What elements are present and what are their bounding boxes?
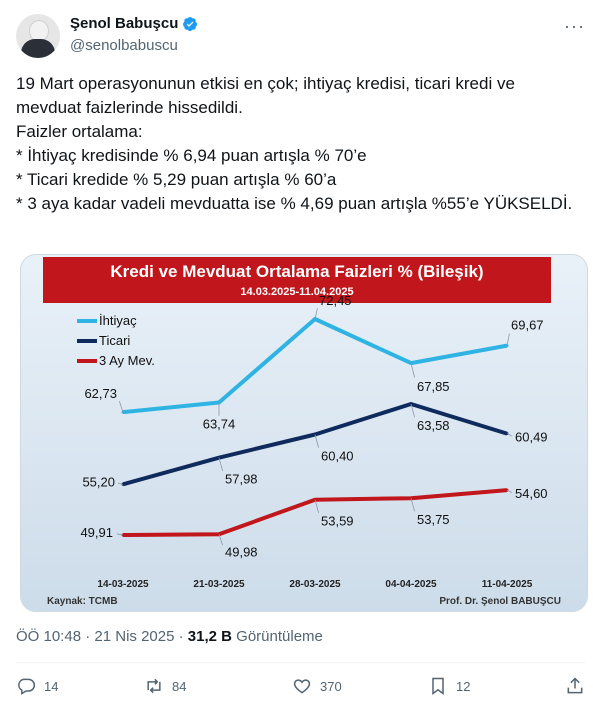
x-tick-label: 04-04-2025: [385, 579, 437, 590]
author-name-text: Şenol Babuşcu: [70, 15, 179, 32]
meta-separator: ·: [178, 628, 184, 645]
reply-button[interactable]: 14: [16, 676, 58, 696]
data-label: 60,49: [515, 430, 548, 445]
data-label: 53,59: [321, 514, 354, 529]
chart-credit: Prof. Dr. Şenol BABUŞCU: [439, 596, 561, 607]
data-label: 49,98: [225, 544, 258, 559]
bookmark-count: 12: [456, 678, 471, 694]
data-label: 57,98: [225, 472, 258, 487]
tweet-line: * İhtiyaç kredisinde % 6,94 puan artışla…: [16, 146, 367, 165]
leader-line: [506, 333, 510, 346]
leader-line: [410, 498, 415, 512]
data-label: 49,91: [80, 525, 113, 540]
verified-badge-icon: [183, 16, 198, 31]
like-count: 370: [320, 678, 342, 694]
leader-line: [410, 403, 415, 418]
legend-label: Ticari: [99, 333, 130, 348]
chart-title-banner: [43, 257, 551, 303]
leader-line: [410, 363, 415, 378]
data-label: 63,74: [203, 416, 236, 431]
chart-title: Kredi ve Mevduat Ortalama Faizleri % (Bi…: [110, 262, 483, 281]
bookmark-icon: [432, 677, 444, 695]
author-handle[interactable]: @senolbabuscu: [70, 37, 178, 54]
leader-line: [314, 499, 319, 514]
more-options-icon[interactable]: ···: [564, 16, 585, 36]
tweet-meta: ÖÖ 10:48 · 21 Nis 2025 · 31,2 B Görüntül…: [16, 628, 323, 645]
x-tick-label: 14-03-2025: [97, 579, 149, 590]
leader-line: [218, 457, 223, 472]
divider: [16, 662, 585, 663]
tweet-line: Faizler ortalama:: [16, 122, 143, 141]
data-label: 63,58: [417, 418, 450, 433]
data-point: [313, 317, 317, 321]
leader-line: [119, 401, 124, 413]
repost-icon: [147, 678, 161, 694]
line-chart: Kredi ve Mevduat Ortalama Faizleri % (Bi…: [21, 255, 587, 611]
heart-icon: [293, 679, 311, 694]
reply-icon: [18, 678, 36, 695]
action-bar: 14 84 370 12: [16, 676, 585, 702]
data-label: 55,20: [82, 474, 115, 489]
tweet-line: 19 Mart operasyonunun etkisi en çok; iht…: [16, 74, 515, 117]
x-tick-label: 28-03-2025: [289, 579, 341, 590]
repost-button[interactable]: 84: [144, 676, 186, 696]
meta-separator: ·: [85, 628, 91, 645]
x-tick-label: 21-03-2025: [193, 579, 245, 590]
views-label: Görüntüleme: [236, 628, 323, 645]
data-label: 60,40: [321, 448, 354, 463]
chart-image[interactable]: Kredi ve Mevduat Ortalama Faizleri % (Bi…: [20, 254, 588, 612]
reply-count: 14: [44, 678, 59, 694]
leader-line: [506, 489, 512, 493]
data-label: 54,60: [515, 486, 548, 501]
data-label: 62,73: [84, 386, 117, 401]
repost-count: 84: [172, 678, 187, 694]
views-count: 31,2 B: [187, 628, 232, 645]
leader-line: [314, 434, 319, 448]
chart-source: Kaynak: TCMB: [47, 596, 118, 607]
leader-line: [118, 482, 124, 485]
legend-label: İhtiyaç: [99, 313, 137, 328]
tweet-time[interactable]: ÖÖ 10:48: [16, 628, 82, 645]
author-name[interactable]: Şenol Babuşcu: [70, 15, 198, 32]
data-label: 67,85: [417, 379, 450, 394]
leader-line: [314, 308, 318, 320]
leader-line: [116, 533, 124, 536]
tweet-line: * Ticari kredide % 5,29 puan artışla % 6…: [16, 170, 337, 189]
legend-label: 3 Ay Mev.: [99, 353, 155, 368]
share-button[interactable]: [565, 676, 585, 696]
tweet-date[interactable]: 21 Nis 2025: [94, 628, 175, 645]
data-label: 72,45: [319, 293, 352, 308]
leader-line: [218, 534, 223, 546]
data-label: 69,67: [511, 318, 544, 333]
leader-line: [506, 433, 512, 437]
data-label: 53,75: [417, 512, 450, 527]
avatar[interactable]: [16, 14, 60, 58]
like-button[interactable]: 370: [292, 676, 342, 696]
chart-subtitle: 14.03.2025-11.04.2025: [240, 286, 353, 298]
tweet-text: 19 Mart operasyonunun etkisi en çok; iht…: [16, 72, 576, 216]
x-tick-label: 11-04-2025: [482, 579, 533, 590]
bookmark-button[interactable]: 12: [428, 676, 470, 696]
chart-background: [21, 255, 587, 611]
tweet-line: * 3 aya kadar vadeli mevduatta ise % 4,6…: [16, 194, 573, 213]
share-icon: [567, 677, 583, 694]
data-point: [505, 344, 509, 348]
